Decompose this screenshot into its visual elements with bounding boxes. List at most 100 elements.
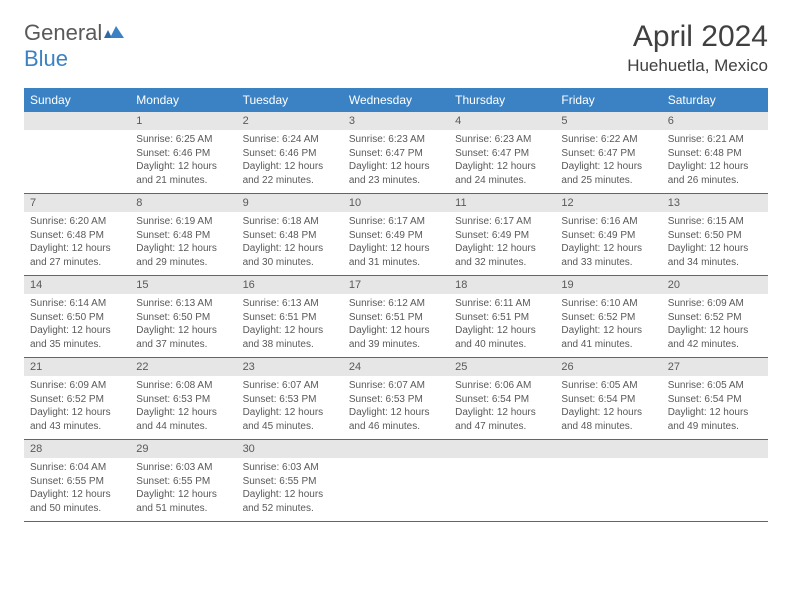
day-details: Sunrise: 6:04 AMSunset: 6:55 PMDaylight:… xyxy=(24,458,130,521)
day-details xyxy=(555,458,661,514)
calendar-cell xyxy=(449,440,555,521)
calendar-cell: 2Sunrise: 6:24 AMSunset: 6:46 PMDaylight… xyxy=(237,112,343,193)
day-details: Sunrise: 6:23 AMSunset: 6:47 PMDaylight:… xyxy=(449,130,555,193)
calendar-cell: 29Sunrise: 6:03 AMSunset: 6:55 PMDayligh… xyxy=(130,440,236,521)
calendar-cell: 18Sunrise: 6:11 AMSunset: 6:51 PMDayligh… xyxy=(449,276,555,357)
sunset-line: Sunset: 6:54 PM xyxy=(668,393,762,407)
calendar-cell xyxy=(662,440,768,521)
calendar-cell xyxy=(555,440,661,521)
day-details: Sunrise: 6:07 AMSunset: 6:53 PMDaylight:… xyxy=(343,376,449,439)
sunset-line: Sunset: 6:52 PM xyxy=(668,311,762,325)
daylight-line: Daylight: 12 hours and 38 minutes. xyxy=(243,324,337,351)
calendar-cell: 9Sunrise: 6:18 AMSunset: 6:48 PMDaylight… xyxy=(237,194,343,275)
logo-word-2: Blue xyxy=(24,46,68,71)
day-details: Sunrise: 6:03 AMSunset: 6:55 PMDaylight:… xyxy=(237,458,343,521)
calendar-cell: 4Sunrise: 6:23 AMSunset: 6:47 PMDaylight… xyxy=(449,112,555,193)
daylight-line: Daylight: 12 hours and 51 minutes. xyxy=(136,488,230,515)
sunset-line: Sunset: 6:49 PM xyxy=(561,229,655,243)
weekday-header: Sunday Monday Tuesday Wednesday Thursday… xyxy=(24,88,768,112)
daylight-line: Daylight: 12 hours and 23 minutes. xyxy=(349,160,443,187)
day-number: 10 xyxy=(343,194,449,212)
sunset-line: Sunset: 6:47 PM xyxy=(455,147,549,161)
sunrise-line: Sunrise: 6:08 AM xyxy=(136,379,230,393)
day-details: Sunrise: 6:09 AMSunset: 6:52 PMDaylight:… xyxy=(662,294,768,357)
daylight-line: Daylight: 12 hours and 33 minutes. xyxy=(561,242,655,269)
sunrise-line: Sunrise: 6:06 AM xyxy=(455,379,549,393)
sunrise-line: Sunrise: 6:12 AM xyxy=(349,297,443,311)
sunset-line: Sunset: 6:55 PM xyxy=(30,475,124,489)
daylight-line: Daylight: 12 hours and 24 minutes. xyxy=(455,160,549,187)
day-details: Sunrise: 6:13 AMSunset: 6:50 PMDaylight:… xyxy=(130,294,236,357)
calendar-cell: 12Sunrise: 6:16 AMSunset: 6:49 PMDayligh… xyxy=(555,194,661,275)
sunrise-line: Sunrise: 6:05 AM xyxy=(668,379,762,393)
calendar-week: 28Sunrise: 6:04 AMSunset: 6:55 PMDayligh… xyxy=(24,440,768,522)
day-details: Sunrise: 6:20 AMSunset: 6:48 PMDaylight:… xyxy=(24,212,130,275)
sunset-line: Sunset: 6:51 PM xyxy=(243,311,337,325)
sunset-line: Sunset: 6:49 PM xyxy=(349,229,443,243)
daylight-line: Daylight: 12 hours and 41 minutes. xyxy=(561,324,655,351)
day-number xyxy=(24,112,130,130)
daylight-line: Daylight: 12 hours and 44 minutes. xyxy=(136,406,230,433)
calendar-cell: 24Sunrise: 6:07 AMSunset: 6:53 PMDayligh… xyxy=(343,358,449,439)
sunrise-line: Sunrise: 6:23 AM xyxy=(455,133,549,147)
calendar-body: 1Sunrise: 6:25 AMSunset: 6:46 PMDaylight… xyxy=(24,112,768,522)
sunset-line: Sunset: 6:52 PM xyxy=(30,393,124,407)
sunrise-line: Sunrise: 6:18 AM xyxy=(243,215,337,229)
day-details: Sunrise: 6:11 AMSunset: 6:51 PMDaylight:… xyxy=(449,294,555,357)
calendar-cell: 20Sunrise: 6:09 AMSunset: 6:52 PMDayligh… xyxy=(662,276,768,357)
sunset-line: Sunset: 6:55 PM xyxy=(136,475,230,489)
daylight-line: Daylight: 12 hours and 22 minutes. xyxy=(243,160,337,187)
calendar-week: 7Sunrise: 6:20 AMSunset: 6:48 PMDaylight… xyxy=(24,194,768,276)
day-details xyxy=(343,458,449,514)
day-details xyxy=(662,458,768,514)
daylight-line: Daylight: 12 hours and 26 minutes. xyxy=(668,160,762,187)
day-number xyxy=(555,440,661,458)
calendar-cell: 28Sunrise: 6:04 AMSunset: 6:55 PMDayligh… xyxy=(24,440,130,521)
calendar-cell: 6Sunrise: 6:21 AMSunset: 6:48 PMDaylight… xyxy=(662,112,768,193)
daylight-line: Daylight: 12 hours and 47 minutes. xyxy=(455,406,549,433)
weekday-sat: Saturday xyxy=(662,88,768,112)
sunset-line: Sunset: 6:54 PM xyxy=(561,393,655,407)
day-number xyxy=(449,440,555,458)
day-details: Sunrise: 6:14 AMSunset: 6:50 PMDaylight:… xyxy=(24,294,130,357)
day-number: 30 xyxy=(237,440,343,458)
day-number: 8 xyxy=(130,194,236,212)
calendar-cell: 5Sunrise: 6:22 AMSunset: 6:47 PMDaylight… xyxy=(555,112,661,193)
calendar: Sunday Monday Tuesday Wednesday Thursday… xyxy=(24,88,768,522)
calendar-week: 21Sunrise: 6:09 AMSunset: 6:52 PMDayligh… xyxy=(24,358,768,440)
weekday-thu: Thursday xyxy=(449,88,555,112)
day-number: 16 xyxy=(237,276,343,294)
weekday-mon: Monday xyxy=(130,88,236,112)
calendar-cell: 22Sunrise: 6:08 AMSunset: 6:53 PMDayligh… xyxy=(130,358,236,439)
sunrise-line: Sunrise: 6:24 AM xyxy=(243,133,337,147)
day-details: Sunrise: 6:08 AMSunset: 6:53 PMDaylight:… xyxy=(130,376,236,439)
day-number: 21 xyxy=(24,358,130,376)
location-label: Huehuetla, Mexico xyxy=(627,56,768,76)
sunset-line: Sunset: 6:50 PM xyxy=(136,311,230,325)
sunset-line: Sunset: 6:54 PM xyxy=(455,393,549,407)
day-number: 14 xyxy=(24,276,130,294)
daylight-line: Daylight: 12 hours and 42 minutes. xyxy=(668,324,762,351)
daylight-line: Daylight: 12 hours and 40 minutes. xyxy=(455,324,549,351)
sunset-line: Sunset: 6:51 PM xyxy=(455,311,549,325)
sunset-line: Sunset: 6:55 PM xyxy=(243,475,337,489)
sunset-line: Sunset: 6:49 PM xyxy=(455,229,549,243)
day-details: Sunrise: 6:17 AMSunset: 6:49 PMDaylight:… xyxy=(343,212,449,275)
day-number: 6 xyxy=(662,112,768,130)
calendar-cell: 10Sunrise: 6:17 AMSunset: 6:49 PMDayligh… xyxy=(343,194,449,275)
daylight-line: Daylight: 12 hours and 52 minutes. xyxy=(243,488,337,515)
day-details: Sunrise: 6:07 AMSunset: 6:53 PMDaylight:… xyxy=(237,376,343,439)
logo-text: General Blue xyxy=(24,20,126,72)
sunrise-line: Sunrise: 6:03 AM xyxy=(136,461,230,475)
calendar-cell: 14Sunrise: 6:14 AMSunset: 6:50 PMDayligh… xyxy=(24,276,130,357)
sunrise-line: Sunrise: 6:07 AM xyxy=(349,379,443,393)
sunset-line: Sunset: 6:50 PM xyxy=(668,229,762,243)
sunrise-line: Sunrise: 6:22 AM xyxy=(561,133,655,147)
day-number: 1 xyxy=(130,112,236,130)
calendar-cell: 7Sunrise: 6:20 AMSunset: 6:48 PMDaylight… xyxy=(24,194,130,275)
daylight-line: Daylight: 12 hours and 37 minutes. xyxy=(136,324,230,351)
weekday-sun: Sunday xyxy=(24,88,130,112)
day-number: 19 xyxy=(555,276,661,294)
calendar-week: 1Sunrise: 6:25 AMSunset: 6:46 PMDaylight… xyxy=(24,112,768,194)
day-details: Sunrise: 6:03 AMSunset: 6:55 PMDaylight:… xyxy=(130,458,236,521)
